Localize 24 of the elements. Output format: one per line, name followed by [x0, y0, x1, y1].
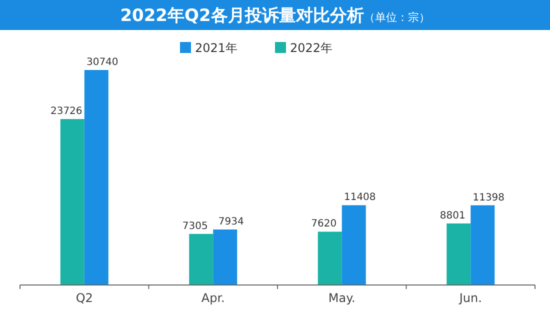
- bar: [470, 205, 495, 285]
- bar: [84, 70, 108, 285]
- legend-label: 2022年: [290, 41, 333, 55]
- data-label: 7934: [218, 216, 244, 228]
- data-label: 7620: [311, 218, 337, 230]
- data-label: 11398: [472, 192, 505, 204]
- bar: [318, 232, 342, 285]
- chart-subtitle: （单位：宗）: [364, 11, 430, 24]
- data-label: 23726: [50, 106, 82, 118]
- bar: [213, 230, 238, 285]
- x-tick-label: Apr.: [201, 291, 225, 305]
- bar: [60, 119, 84, 285]
- legend-label: 2021年: [195, 41, 238, 55]
- bar: [189, 234, 214, 285]
- data-label: 11408: [344, 192, 376, 204]
- x-tick-label: Jun.: [458, 291, 482, 305]
- data-label: 7305: [182, 220, 208, 232]
- bar: [342, 205, 366, 285]
- x-tick-label: May.: [328, 291, 356, 305]
- data-label: 8801: [440, 210, 466, 222]
- chart-title: 2022年Q2各月投诉量对比分析: [120, 6, 364, 26]
- x-tick-label: Q2: [76, 291, 93, 305]
- bar: [446, 223, 471, 285]
- data-label: 30740: [86, 57, 118, 68]
